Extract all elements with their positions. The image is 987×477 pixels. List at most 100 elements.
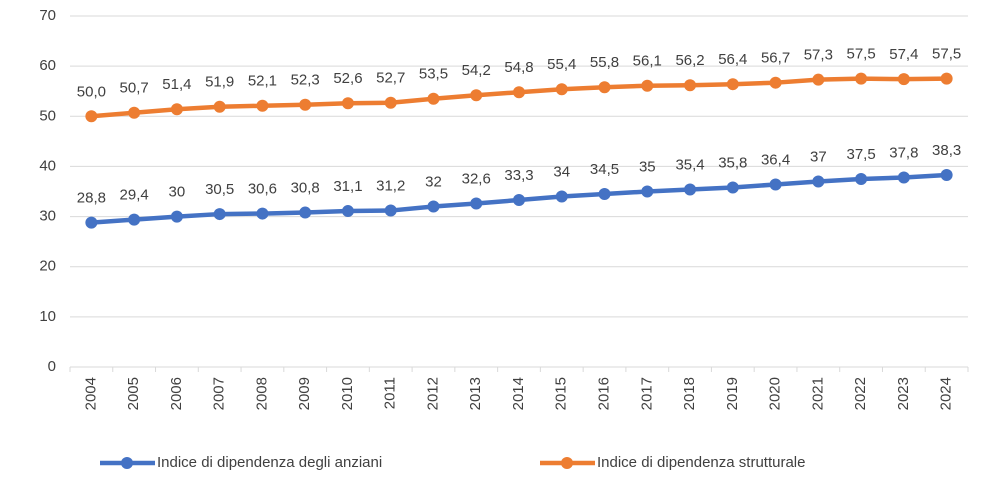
point: [256, 207, 269, 220]
x-tick-label: 2008: [253, 377, 270, 410]
data-label: 57,5: [846, 46, 875, 63]
x-tick-label: 2010: [339, 377, 356, 410]
point: [513, 86, 525, 99]
data-label: 50,7: [120, 80, 149, 97]
data-label: 52,7: [376, 70, 405, 87]
point: [299, 98, 312, 111]
data-label: 32: [425, 174, 442, 191]
data-label: 56,7: [761, 50, 790, 67]
x-tick-label: 2007: [211, 377, 228, 410]
x-tick-label: 2005: [125, 377, 142, 410]
data-label: 56,1: [633, 53, 662, 70]
point: [684, 79, 697, 92]
point: [726, 181, 739, 194]
point: [897, 73, 910, 86]
data-label: 53,5: [419, 66, 448, 83]
point: [299, 206, 312, 219]
data-label: 30,6: [248, 181, 277, 198]
data-label: 30: [169, 184, 186, 201]
x-tick-label: 2011: [382, 377, 399, 409]
point: [85, 110, 98, 123]
x-tick-label: 2017: [638, 377, 655, 410]
data-label: 54,2: [462, 62, 491, 79]
point: [513, 194, 525, 207]
data-label: 54,8: [504, 59, 533, 76]
point: [427, 92, 440, 105]
point: [641, 185, 654, 198]
point: [812, 175, 825, 188]
point: [341, 205, 354, 218]
data-label: 31,2: [376, 178, 405, 195]
point: [855, 172, 868, 185]
legend-marker: [561, 457, 573, 469]
data-label: 37: [810, 148, 827, 165]
y-tick-label: 0: [48, 358, 56, 375]
data-label: 28,8: [77, 190, 106, 207]
point: [427, 200, 440, 213]
point: [170, 103, 183, 116]
legend-label: Indice di dipendenza strutturale: [597, 454, 805, 471]
point: [897, 171, 910, 184]
y-tick-label: 10: [39, 308, 56, 325]
point: [128, 213, 141, 226]
point: [726, 78, 739, 91]
point: [555, 190, 568, 203]
data-label: 31,1: [333, 178, 362, 195]
point: [769, 178, 782, 191]
point: [555, 83, 568, 96]
data-label: 33,3: [504, 167, 533, 184]
y-tick-label: 20: [39, 258, 56, 275]
point: [598, 81, 611, 94]
point: [769, 76, 782, 89]
data-label: 56,4: [718, 51, 747, 68]
x-tick-label: 2018: [681, 377, 698, 410]
y-tick-label: 40: [39, 157, 56, 174]
data-label: 50,0: [77, 83, 106, 100]
data-label: 34: [553, 163, 570, 180]
x-tick-label: 2006: [168, 377, 185, 410]
legend-marker: [121, 457, 133, 469]
x-tick-label: 2013: [467, 377, 484, 410]
point: [641, 79, 654, 92]
x-tick-label: 2022: [852, 377, 869, 410]
data-label: 35,8: [718, 154, 747, 171]
data-label: 38,3: [932, 142, 961, 159]
point: [855, 72, 868, 85]
point: [170, 210, 183, 223]
point: [812, 73, 825, 86]
data-label: 57,5: [932, 46, 961, 63]
x-tick-label: 2024: [938, 377, 955, 410]
point: [213, 208, 226, 221]
data-label: 57,3: [804, 47, 833, 64]
data-label: 52,1: [248, 73, 277, 90]
x-tick-label: 2004: [82, 377, 99, 410]
data-label: 37,8: [889, 144, 918, 161]
data-label: 57,4: [889, 46, 918, 63]
y-tick-label: 60: [39, 57, 56, 74]
x-tick-label: 2019: [724, 377, 741, 410]
point: [384, 204, 397, 217]
x-tick-label: 2012: [424, 377, 441, 410]
point: [598, 188, 611, 201]
x-tick-label: 2021: [809, 377, 826, 410]
point: [940, 72, 953, 85]
data-label: 32,6: [462, 171, 491, 188]
data-label: 35: [639, 158, 656, 175]
point: [341, 97, 354, 110]
point: [256, 99, 269, 112]
data-label: 51,9: [205, 74, 234, 91]
point: [384, 96, 397, 109]
y-tick-label: 30: [39, 208, 56, 225]
point: [213, 100, 226, 113]
data-label: 56,2: [675, 52, 704, 69]
x-tick-label: 2014: [510, 377, 527, 410]
point: [470, 197, 483, 210]
legend-label: Indice di dipendenza degli anziani: [157, 454, 382, 471]
data-label: 52,6: [333, 70, 362, 87]
data-label: 30,8: [291, 180, 320, 197]
y-tick-label: 70: [39, 7, 56, 24]
point: [128, 106, 141, 119]
data-label: 37,5: [846, 146, 875, 163]
x-tick-label: 2020: [767, 377, 784, 410]
x-tick-label: 2015: [553, 377, 570, 410]
